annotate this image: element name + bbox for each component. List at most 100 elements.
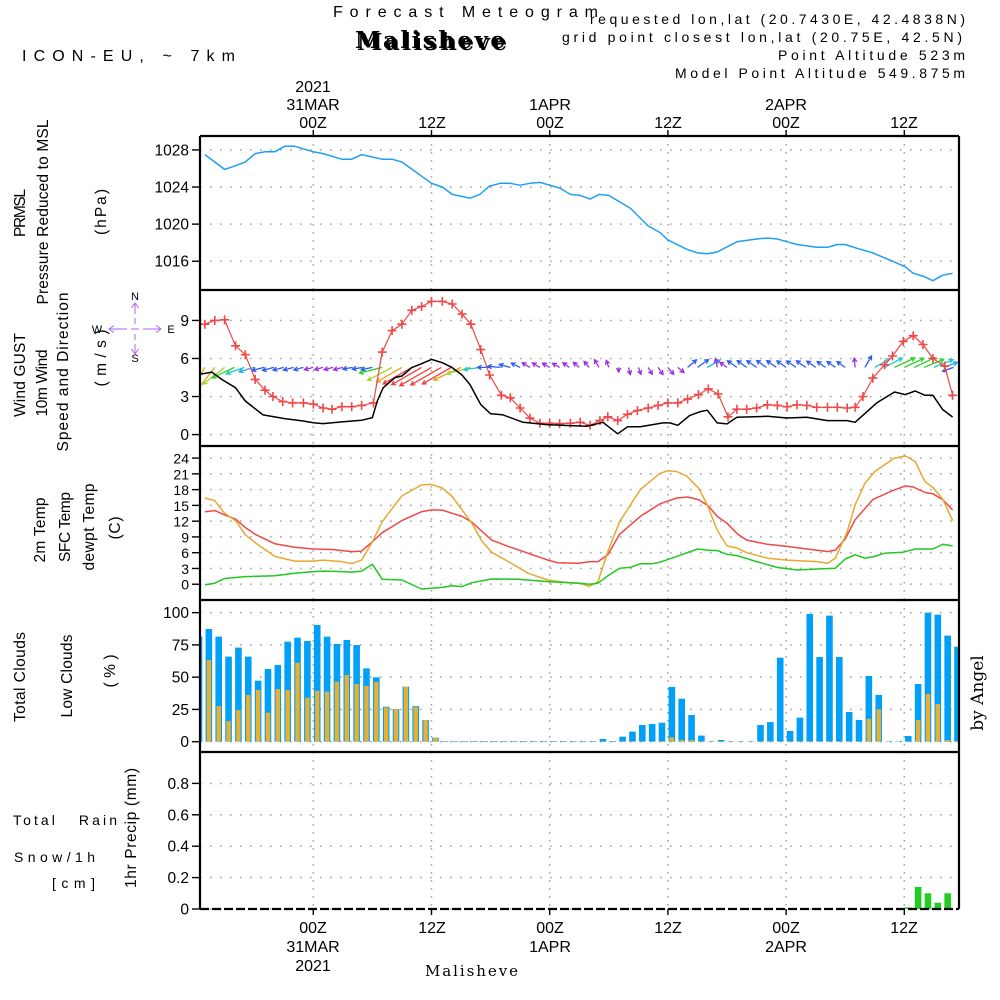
wind-arrow bbox=[200, 366, 216, 391]
wind-arrow bbox=[795, 360, 807, 368]
total-rain-bar bbox=[944, 893, 951, 909]
wind-arrow bbox=[409, 366, 442, 386]
wind-arrow bbox=[904, 357, 926, 368]
total-cloud-bar bbox=[619, 736, 626, 742]
low-cloud-bar bbox=[226, 721, 231, 742]
compass-north-label: N bbox=[131, 291, 139, 303]
gust-marker bbox=[732, 404, 742, 414]
y-tick-label: 0 bbox=[180, 427, 189, 444]
low-cloud-bar bbox=[945, 740, 950, 742]
gust-marker bbox=[407, 305, 417, 315]
pressure-panel: 1016 1020 1024 1028 bbox=[155, 136, 959, 290]
wind-arrow bbox=[531, 362, 541, 368]
y-tick-label: 25 bbox=[172, 702, 189, 719]
low-cloud-bar bbox=[216, 706, 221, 742]
prmsl-line bbox=[204, 145, 953, 282]
gust-marker bbox=[782, 402, 792, 412]
low-cloud-bar bbox=[334, 681, 340, 742]
y-tick-label: 18 bbox=[173, 482, 189, 498]
low-cloud-bar bbox=[236, 710, 241, 742]
total-rain-bar bbox=[934, 902, 942, 909]
gust-marker bbox=[948, 390, 958, 400]
time-tick-label-date: 31MAR bbox=[286, 97, 339, 114]
low-cloud-bar bbox=[669, 737, 675, 742]
y-tick-label: 50 bbox=[172, 670, 190, 687]
time-tick-label: 00Z bbox=[299, 920, 327, 937]
compass-east-label: E bbox=[167, 324, 174, 336]
wind-arrow bbox=[282, 366, 294, 372]
low-cloud-bar bbox=[246, 694, 251, 742]
time-tick-label: 12Z bbox=[418, 920, 446, 937]
low-cloud-bar bbox=[925, 693, 931, 742]
wind-gust-label: Wind GUST bbox=[12, 332, 29, 417]
wind-arrow bbox=[572, 361, 580, 368]
wind-arrow bbox=[200, 367, 206, 377]
low-cloud-bar bbox=[383, 707, 389, 742]
low-cloud-bar bbox=[935, 704, 941, 742]
low-clouds-label: Low Clouds bbox=[59, 634, 76, 717]
total-cloud-bar bbox=[304, 641, 311, 742]
wind-arrow bbox=[933, 358, 955, 369]
low-cloud-bar bbox=[344, 674, 349, 742]
total-rain-label: Total Rain bbox=[13, 812, 117, 828]
wind-arrow bbox=[718, 361, 728, 368]
time-tick-label-date: 2APR bbox=[765, 939, 807, 956]
total-cloud-bar bbox=[904, 736, 912, 742]
wind-arrow bbox=[551, 362, 560, 368]
total-cloud-bar bbox=[313, 625, 321, 742]
wind-arrow bbox=[541, 362, 551, 368]
wind-arrow bbox=[313, 366, 324, 372]
wind-arrow bbox=[303, 366, 314, 372]
y-tick-label: 1016 bbox=[155, 254, 189, 271]
gust-marker bbox=[357, 400, 367, 410]
gust-marker bbox=[387, 326, 397, 336]
gust-marker bbox=[858, 392, 868, 401]
gust-marker bbox=[298, 398, 308, 408]
gust-marker bbox=[772, 400, 782, 410]
total-cloud-bar bbox=[717, 740, 725, 742]
panel-borders bbox=[198, 130, 961, 915]
total-cloud-bar bbox=[796, 717, 804, 742]
low-cloud-bar bbox=[255, 689, 261, 742]
gust-marker bbox=[762, 400, 772, 410]
time-tick-label-date: 2APR bbox=[765, 97, 807, 114]
wind-arrow bbox=[497, 362, 511, 369]
y-tick-label: 24 bbox=[173, 451, 189, 467]
temp-dewpt-label: dewpt Temp bbox=[81, 484, 98, 571]
wind-arrow bbox=[271, 366, 284, 372]
gust-marker bbox=[868, 373, 878, 383]
total-cloud-bar bbox=[914, 684, 922, 742]
wind-arrow bbox=[366, 366, 393, 382]
time-tick-label-date: 1APR bbox=[529, 97, 571, 114]
pressure-unit-label: (hPa) bbox=[93, 189, 110, 235]
wind-arrow bbox=[647, 367, 653, 376]
precip-axis-label: 1hr Precip (mm) bbox=[123, 768, 140, 888]
gust-marker bbox=[260, 385, 270, 395]
total-cloud-bar bbox=[599, 738, 607, 742]
wind-arrow bbox=[785, 360, 797, 368]
y-tick-label: 0.8 bbox=[167, 776, 189, 793]
gust-marker bbox=[653, 400, 663, 410]
total-cloud-bar bbox=[225, 656, 232, 742]
gust-marker bbox=[623, 409, 632, 419]
temperature-plot-area bbox=[204, 455, 954, 590]
gust-marker bbox=[466, 319, 476, 329]
wind-arrow bbox=[816, 360, 826, 368]
compass-arrows-icon bbox=[108, 302, 162, 355]
low-cloud-bar bbox=[866, 718, 872, 742]
low-cloud-bar bbox=[433, 737, 438, 742]
total-cloud-bar bbox=[678, 698, 685, 742]
gust-marker bbox=[318, 403, 328, 413]
wind-arrow bbox=[626, 367, 633, 376]
low-cloud-bar bbox=[315, 690, 320, 742]
y-tick-label: 3 bbox=[181, 561, 189, 577]
total-cloud-bar bbox=[698, 735, 705, 742]
gust-marker bbox=[713, 389, 723, 399]
wind-arrow bbox=[884, 357, 904, 368]
plot-panels: 1016102010241028036903691215182124025507… bbox=[155, 136, 959, 919]
low-cloud-bar bbox=[374, 681, 379, 742]
wind-arrow bbox=[736, 359, 748, 368]
temp-2m-line bbox=[204, 485, 954, 564]
gust-marker bbox=[742, 404, 752, 414]
